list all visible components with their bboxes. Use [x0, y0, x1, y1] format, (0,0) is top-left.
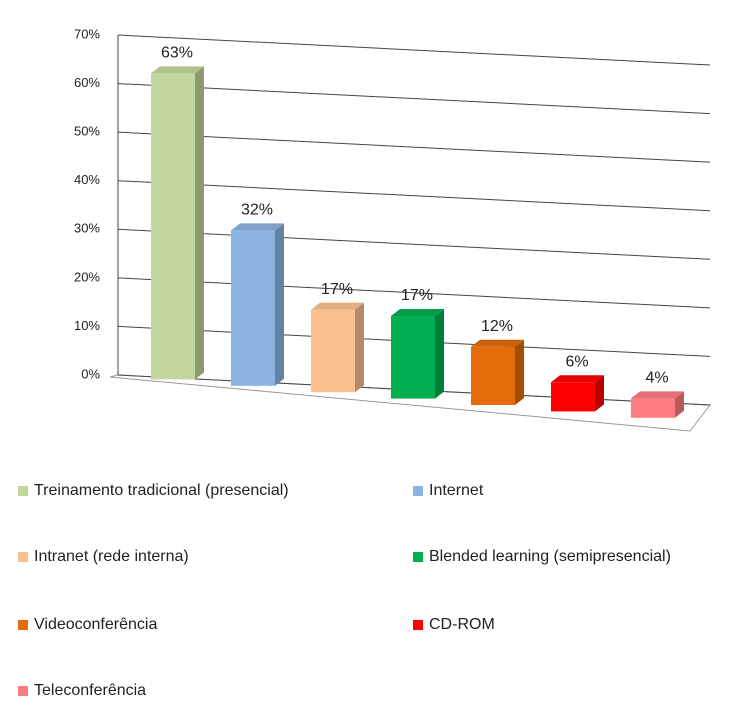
bar-top	[631, 391, 684, 399]
bar-top	[391, 309, 444, 317]
bar-group	[551, 375, 604, 412]
bar-group	[311, 302, 364, 393]
bar-top	[471, 339, 524, 347]
legend-swatch	[18, 486, 28, 496]
y-tick-label: 20%	[74, 269, 100, 284]
legend-label: Internet	[429, 482, 484, 499]
bar	[311, 309, 355, 393]
bar-side	[595, 375, 604, 412]
bar	[391, 316, 435, 399]
grid-line	[117, 131, 711, 163]
legend-label: Treinamento tradicional (presencial)	[34, 482, 289, 499]
bar-side	[435, 309, 444, 399]
grid-line	[117, 34, 711, 66]
legend-swatch	[18, 686, 28, 696]
y-tick-label: 10%	[74, 318, 100, 333]
bar-group	[631, 391, 684, 418]
legend-label: Intranet (rede interna)	[34, 548, 189, 565]
bar-group	[231, 223, 284, 386]
bar-side	[275, 223, 284, 386]
grid-line	[117, 180, 711, 212]
y-tick-label: 40%	[74, 172, 100, 187]
legend-swatch	[18, 552, 28, 562]
y-tick-label: 30%	[74, 221, 100, 236]
bar	[551, 382, 595, 412]
bar	[471, 346, 515, 405]
bar-side	[515, 339, 524, 405]
legend-swatch	[18, 620, 28, 630]
bar	[151, 73, 195, 380]
bar-side	[355, 302, 364, 393]
bar	[631, 398, 675, 418]
y-tick-label: 70%	[74, 26, 100, 41]
y-tick-label: 60%	[74, 75, 100, 90]
bar-group	[151, 66, 204, 380]
legend-swatch	[413, 486, 423, 496]
bar	[231, 230, 275, 386]
y-tick-label: 0%	[81, 366, 100, 381]
value-label: 17%	[401, 287, 433, 304]
bar-side	[675, 391, 684, 418]
value-label: 6%	[565, 353, 588, 370]
grid-line	[117, 277, 711, 309]
bar-group	[391, 309, 444, 399]
bar-top	[231, 223, 284, 231]
bar-top	[311, 302, 364, 310]
bar-top	[551, 375, 604, 383]
value-label: 12%	[481, 318, 513, 335]
legend-label: Teleconferência	[34, 682, 146, 699]
legend-label: Videoconferência	[34, 616, 157, 633]
value-label: 17%	[321, 281, 353, 298]
bar-group	[471, 339, 524, 405]
legend-swatch	[413, 552, 423, 562]
value-label: 4%	[645, 370, 668, 387]
value-label: 63%	[161, 45, 193, 62]
bar-side	[195, 66, 204, 380]
y-tick-label: 50%	[74, 124, 100, 139]
legend-swatch	[413, 620, 423, 630]
legend-label: CD-ROM	[429, 616, 495, 633]
value-label: 32%	[241, 202, 273, 219]
grid-line	[117, 83, 711, 115]
bar-top	[151, 66, 204, 74]
grid-line	[117, 228, 711, 260]
legend-label: Blended learning (semipresencial)	[429, 548, 671, 565]
